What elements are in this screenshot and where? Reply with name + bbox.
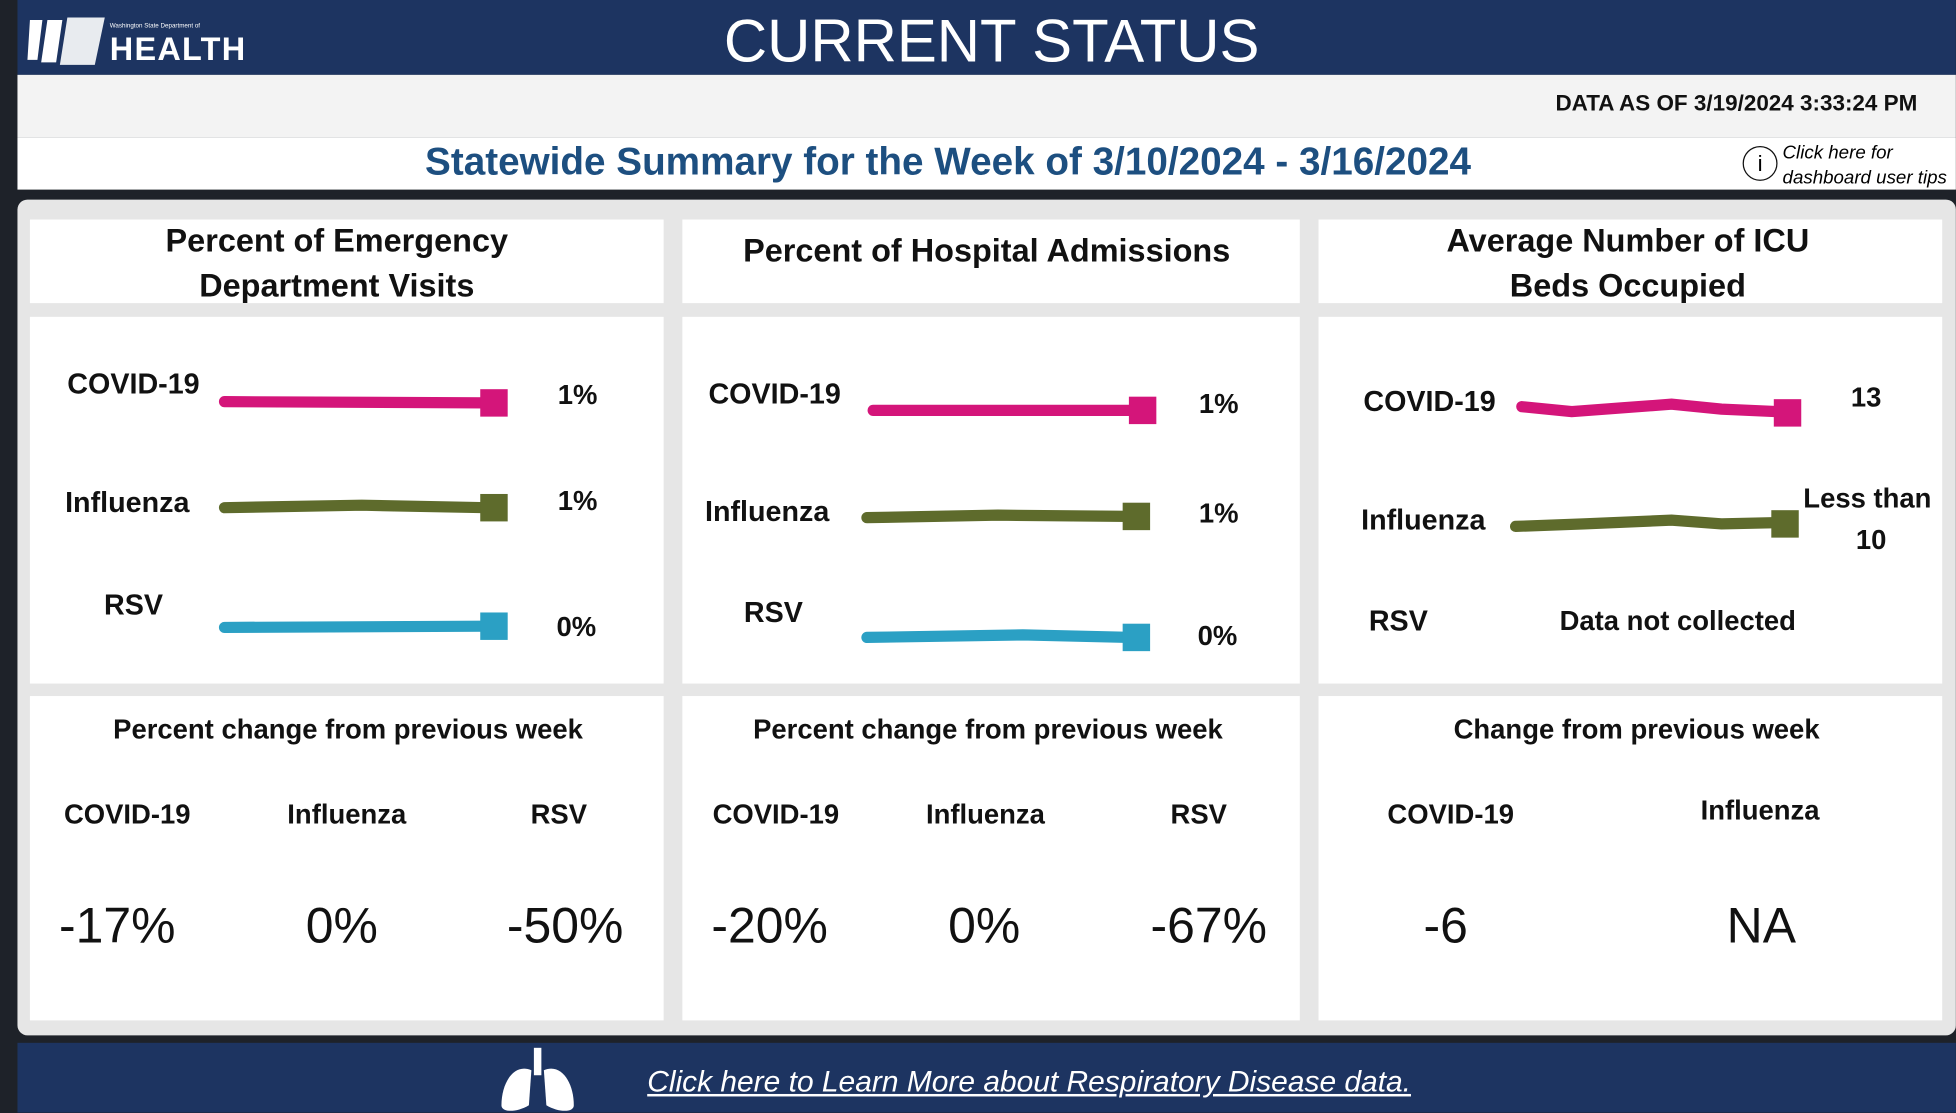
logo-subtext: Washington State Department of bbox=[109, 22, 201, 30]
sparkline-end bbox=[480, 389, 508, 417]
info-icon[interactable]: i bbox=[1742, 145, 1778, 181]
tips-line[interactable]: Click here for bbox=[1782, 142, 1893, 164]
row-value: 1% bbox=[557, 485, 598, 517]
logo-mark bbox=[27, 17, 105, 65]
change-value: -20% bbox=[711, 898, 828, 954]
chart-box bbox=[682, 316, 1300, 684]
sparkline bbox=[1516, 398, 1784, 418]
row-value: 1% bbox=[1198, 387, 1239, 420]
sparkline bbox=[1509, 514, 1784, 533]
change-value: 0% bbox=[948, 898, 1021, 954]
change-label: Influenza bbox=[925, 798, 1045, 830]
row-label: RSV bbox=[103, 588, 163, 621]
row-label: RSV bbox=[743, 595, 803, 629]
row-label: Influenza bbox=[1361, 503, 1486, 536]
change-title: Percent change from previous week bbox=[113, 713, 583, 745]
row-label: Influenza bbox=[65, 485, 190, 519]
summary-title: Statewide Summary for the Week of 3/10/2… bbox=[425, 139, 1472, 184]
panel-title: Department Visits bbox=[199, 266, 475, 304]
sparkline-end bbox=[1771, 510, 1799, 538]
change-box bbox=[29, 696, 664, 1021]
change-value: -50% bbox=[506, 898, 624, 954]
change-label: COVID-19 bbox=[63, 798, 191, 830]
footer-bar bbox=[17, 1042, 1956, 1113]
change-label: Influenza bbox=[287, 798, 407, 830]
row-label: RSV bbox=[1368, 604, 1428, 637]
row-label: COVID-19 bbox=[67, 367, 200, 400]
sparkline-end bbox=[1773, 399, 1802, 427]
row-value: Data not collected bbox=[1559, 604, 1796, 637]
row-value: 10 bbox=[1855, 523, 1887, 556]
row-label: Influenza bbox=[704, 494, 830, 528]
data-as-of: DATA AS OF 3/19/2024 3:33:24 PM bbox=[1555, 90, 1918, 116]
sparkline-end bbox=[480, 493, 508, 522]
panel-title: Average Number of ICU bbox=[1446, 221, 1810, 259]
row-value: 0% bbox=[556, 611, 597, 643]
sparkline bbox=[218, 499, 493, 514]
sparkline-end bbox=[1122, 502, 1151, 531]
panel-title-box bbox=[682, 219, 1300, 304]
sparkline bbox=[218, 620, 493, 634]
change-title: Percent change from previous week bbox=[753, 713, 1223, 745]
change-value: -6 bbox=[1423, 898, 1468, 954]
sparkline-end bbox=[480, 612, 508, 640]
tips-link[interactable]: Click here for dashboard user tips bbox=[1783, 141, 1947, 191]
panel-title: Beds Occupied bbox=[1509, 266, 1746, 304]
footer-link[interactable]: Click here to Learn More about Respirato… bbox=[647, 1065, 1412, 1099]
change-label: COVID-19 bbox=[1387, 798, 1515, 830]
sparkline bbox=[218, 396, 493, 409]
sparkline-end bbox=[1122, 623, 1151, 652]
lung-icon bbox=[501, 1047, 574, 1111]
header-bar bbox=[17, 0, 1956, 75]
row-value: 13 bbox=[1850, 381, 1882, 413]
change-box bbox=[1318, 696, 1943, 1021]
row-value: 1% bbox=[557, 379, 598, 411]
row-value: 1% bbox=[1198, 497, 1239, 529]
row-label: COVID-19 bbox=[708, 377, 841, 410]
chart-box bbox=[1318, 316, 1943, 684]
row-label: COVID-19 bbox=[1363, 384, 1496, 418]
sparkline-end bbox=[1128, 396, 1157, 425]
change-title: Change from previous week bbox=[1453, 713, 1820, 745]
change-label: RSV bbox=[1170, 798, 1227, 830]
sparkline bbox=[861, 629, 1135, 644]
change-label: COVID-19 bbox=[712, 798, 840, 830]
change-label: Influenza bbox=[1700, 794, 1820, 826]
sparkline bbox=[861, 509, 1135, 524]
panel-title: Percent of Hospital Admissions bbox=[743, 231, 1231, 269]
panel-title: Percent of Emergency bbox=[165, 221, 509, 259]
row-value: Less than bbox=[1803, 482, 1932, 514]
date-strip bbox=[17, 74, 1956, 138]
change-box bbox=[682, 696, 1300, 1021]
change-label: RSV bbox=[530, 798, 588, 830]
change-value: -67% bbox=[1150, 898, 1267, 954]
panel-title-box bbox=[29, 219, 664, 304]
row-value: 0% bbox=[1197, 619, 1238, 652]
logo-text: HEALTH bbox=[109, 29, 247, 68]
change-value: -17% bbox=[59, 898, 176, 954]
tips-line[interactable]: dashboard user tips bbox=[1782, 167, 1947, 189]
summary-strip bbox=[17, 137, 1956, 190]
change-value: 0% bbox=[305, 898, 378, 954]
panel-title-box bbox=[1318, 219, 1943, 304]
page-title: CURRENT STATUS bbox=[723, 9, 1260, 76]
change-value: NA bbox=[1726, 898, 1796, 954]
